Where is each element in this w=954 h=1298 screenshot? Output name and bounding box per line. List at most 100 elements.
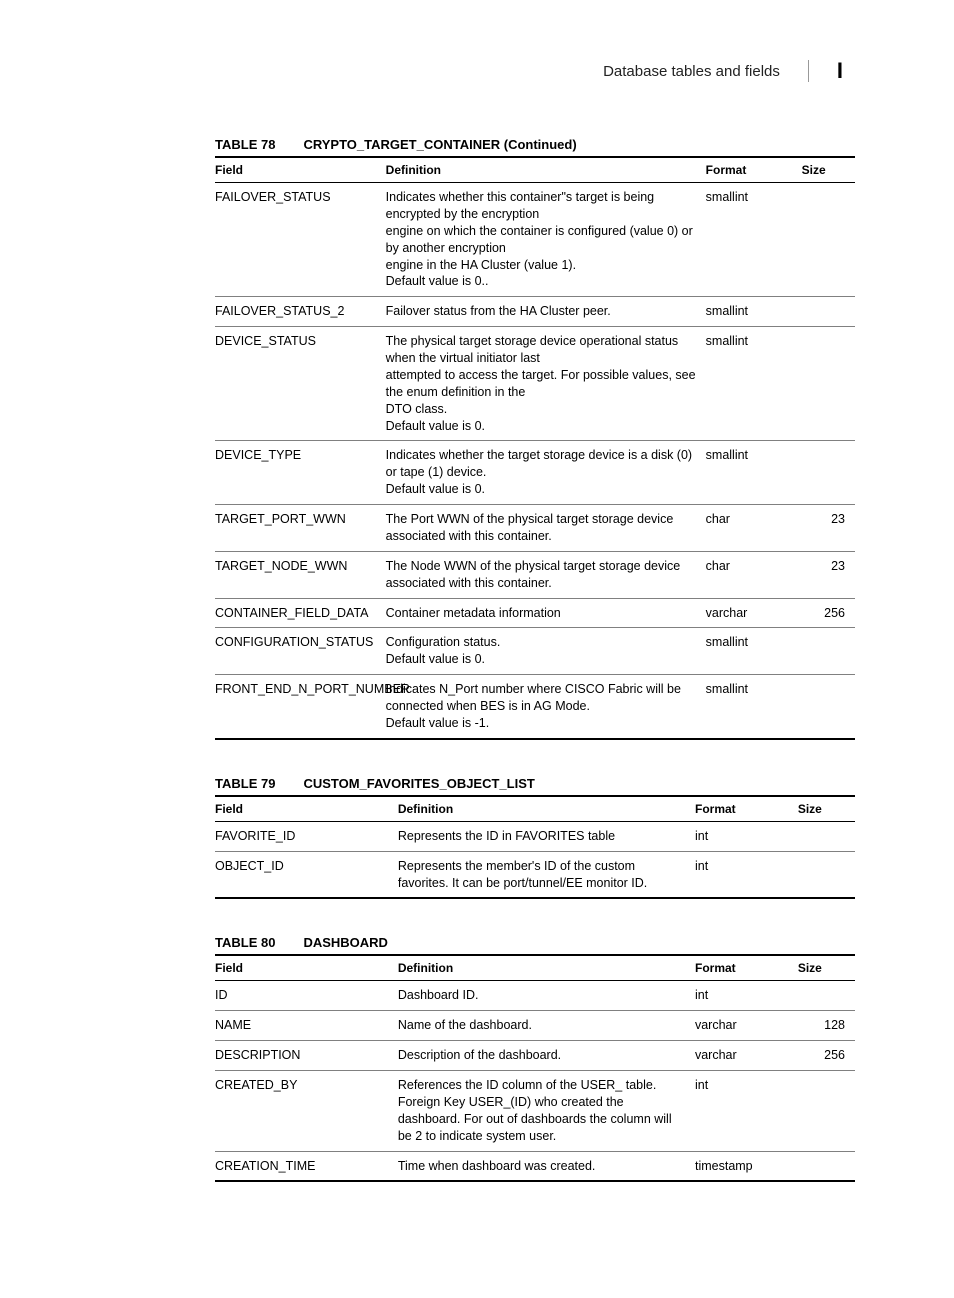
header-mark: I bbox=[808, 60, 844, 82]
table-row: DEVICE_STATUSThe physical target storage… bbox=[215, 327, 855, 441]
cell-size bbox=[802, 327, 855, 441]
cell-field: FAVORITE_ID bbox=[215, 821, 398, 851]
cell-format: smallint bbox=[706, 297, 802, 327]
cell-definition: Indicates whether this container"s targe… bbox=[386, 183, 706, 297]
table-row: NAMEName of the dashboard.varchar128 bbox=[215, 1011, 855, 1041]
table-row: FAVORITE_IDRepresents the ID in FAVORITE… bbox=[215, 821, 855, 851]
col-field: Field bbox=[215, 157, 386, 183]
table-row: DESCRIPTIONDescription of the dashboard.… bbox=[215, 1041, 855, 1071]
table-row: DEVICE_TYPEIndicates whether the target … bbox=[215, 441, 855, 505]
col-size: Size bbox=[798, 796, 855, 822]
table-80: TABLE 80 DASHBOARD Field Definition Forma… bbox=[215, 935, 854, 1182]
table-78-caption: TABLE 78 CRYPTO_TARGET_CONTAINER (Continu… bbox=[215, 137, 854, 152]
cell-size bbox=[802, 675, 855, 739]
col-field: Field bbox=[215, 796, 398, 822]
table-row: FAILOVER_STATUS_2Failover status from th… bbox=[215, 297, 855, 327]
cell-definition: References the ID column of the USER_ ta… bbox=[398, 1071, 695, 1152]
cell-definition: Indicates N_Port number where CISCO Fabr… bbox=[386, 675, 706, 739]
cell-field: CREATION_TIME bbox=[215, 1151, 398, 1181]
col-size: Size bbox=[798, 955, 855, 981]
table-row: CREATION_TIMETime when dashboard was cre… bbox=[215, 1151, 855, 1181]
table-80-caption: TABLE 80 DASHBOARD bbox=[215, 935, 854, 950]
table-79-caption: TABLE 79CUSTOM_FAVORITES_OBJECT_LIST bbox=[215, 776, 854, 791]
table-80-title: DASHBOARD bbox=[303, 935, 388, 950]
cell-field: TARGET_NODE_WWN bbox=[215, 551, 386, 598]
cell-size: 128 bbox=[798, 1011, 855, 1041]
cell-definition: The Node WWN of the physical target stor… bbox=[386, 551, 706, 598]
cell-format: int bbox=[695, 821, 798, 851]
page-header: Database tables and fields I bbox=[100, 60, 854, 82]
col-field: Field bbox=[215, 955, 398, 981]
cell-definition: The Port WWN of the physical target stor… bbox=[386, 505, 706, 552]
table-row: CONTAINER_FIELD_DATAContainer metadata i… bbox=[215, 598, 855, 628]
cell-size: 23 bbox=[802, 505, 855, 552]
cell-format: timestamp bbox=[695, 1151, 798, 1181]
table-row: CONFIGURATION_STATUSConfiguration status… bbox=[215, 628, 855, 675]
table-78: TABLE 78 CRYPTO_TARGET_CONTAINER (Continu… bbox=[215, 137, 854, 740]
cell-definition: Represents the member's ID of the custom… bbox=[398, 851, 695, 898]
cell-field: TARGET_PORT_WWN bbox=[215, 505, 386, 552]
cell-field: OBJECT_ID bbox=[215, 851, 398, 898]
cell-size bbox=[798, 1151, 855, 1181]
table-79-number: TABLE 79 bbox=[215, 776, 275, 791]
cell-field: ID bbox=[215, 981, 398, 1011]
cell-definition: Failover status from the HA Cluster peer… bbox=[386, 297, 706, 327]
cell-size bbox=[802, 183, 855, 297]
table-row: IDDashboard ID.int bbox=[215, 981, 855, 1011]
cell-definition: Configuration status.Default value is 0. bbox=[386, 628, 706, 675]
table-79: TABLE 79CUSTOM_FAVORITES_OBJECT_LIST Fie… bbox=[215, 776, 854, 900]
cell-format: int bbox=[695, 981, 798, 1011]
table-row: TARGET_NODE_WWNThe Node WWN of the physi… bbox=[215, 551, 855, 598]
cell-field: FAILOVER_STATUS_2 bbox=[215, 297, 386, 327]
cell-format: varchar bbox=[695, 1041, 798, 1071]
table-78-data: Field Definition Format Size FAILOVER_ST… bbox=[215, 156, 855, 740]
cell-format: smallint bbox=[706, 441, 802, 505]
cell-field: CONTAINER_FIELD_DATA bbox=[215, 598, 386, 628]
table-row: FRONT_END_N_PORT_NUMBERIndicates N_Port … bbox=[215, 675, 855, 739]
cell-format: smallint bbox=[706, 183, 802, 297]
cell-size bbox=[802, 441, 855, 505]
cell-format: smallint bbox=[706, 675, 802, 739]
col-size: Size bbox=[802, 157, 855, 183]
table-row: TARGET_PORT_WWNThe Port WWN of the physi… bbox=[215, 505, 855, 552]
cell-size bbox=[802, 297, 855, 327]
cell-size: 256 bbox=[802, 598, 855, 628]
cell-format: char bbox=[706, 551, 802, 598]
cell-size bbox=[798, 851, 855, 898]
cell-definition: Represents the ID in FAVORITES table bbox=[398, 821, 695, 851]
cell-size: 256 bbox=[798, 1041, 855, 1071]
col-definition: Definition bbox=[398, 955, 695, 981]
col-format: Format bbox=[695, 796, 798, 822]
cell-format: varchar bbox=[706, 598, 802, 628]
cell-definition: Time when dashboard was created. bbox=[398, 1151, 695, 1181]
cell-field: CREATED_BY bbox=[215, 1071, 398, 1152]
table-80-number: TABLE 80 bbox=[215, 935, 275, 950]
cell-definition: Dashboard ID. bbox=[398, 981, 695, 1011]
cell-definition: Indicates whether the target storage dev… bbox=[386, 441, 706, 505]
cell-field: FAILOVER_STATUS bbox=[215, 183, 386, 297]
col-format: Format bbox=[706, 157, 802, 183]
table-80-data: Field Definition Format Size IDDashboard… bbox=[215, 954, 855, 1182]
cell-definition: Name of the dashboard. bbox=[398, 1011, 695, 1041]
cell-field: DEVICE_TYPE bbox=[215, 441, 386, 505]
cell-size bbox=[798, 981, 855, 1011]
cell-format: smallint bbox=[706, 327, 802, 441]
cell-format: int bbox=[695, 1071, 798, 1152]
cell-size bbox=[798, 821, 855, 851]
cell-field: CONFIGURATION_STATUS bbox=[215, 628, 386, 675]
cell-field: FRONT_END_N_PORT_NUMBER bbox=[215, 675, 386, 739]
cell-format: char bbox=[706, 505, 802, 552]
table-row: FAILOVER_STATUSIndicates whether this co… bbox=[215, 183, 855, 297]
table-79-data: Field Definition Format Size FAVORITE_ID… bbox=[215, 795, 855, 900]
cell-size bbox=[798, 1071, 855, 1152]
cell-format: varchar bbox=[695, 1011, 798, 1041]
cell-definition: Description of the dashboard. bbox=[398, 1041, 695, 1071]
table-78-title: CRYPTO_TARGET_CONTAINER (Continued) bbox=[303, 137, 576, 152]
col-format: Format bbox=[695, 955, 798, 981]
cell-field: DESCRIPTION bbox=[215, 1041, 398, 1071]
table-78-number: TABLE 78 bbox=[215, 137, 275, 152]
cell-format: int bbox=[695, 851, 798, 898]
cell-definition: Container metadata information bbox=[386, 598, 706, 628]
cell-size: 23 bbox=[802, 551, 855, 598]
col-definition: Definition bbox=[386, 157, 706, 183]
